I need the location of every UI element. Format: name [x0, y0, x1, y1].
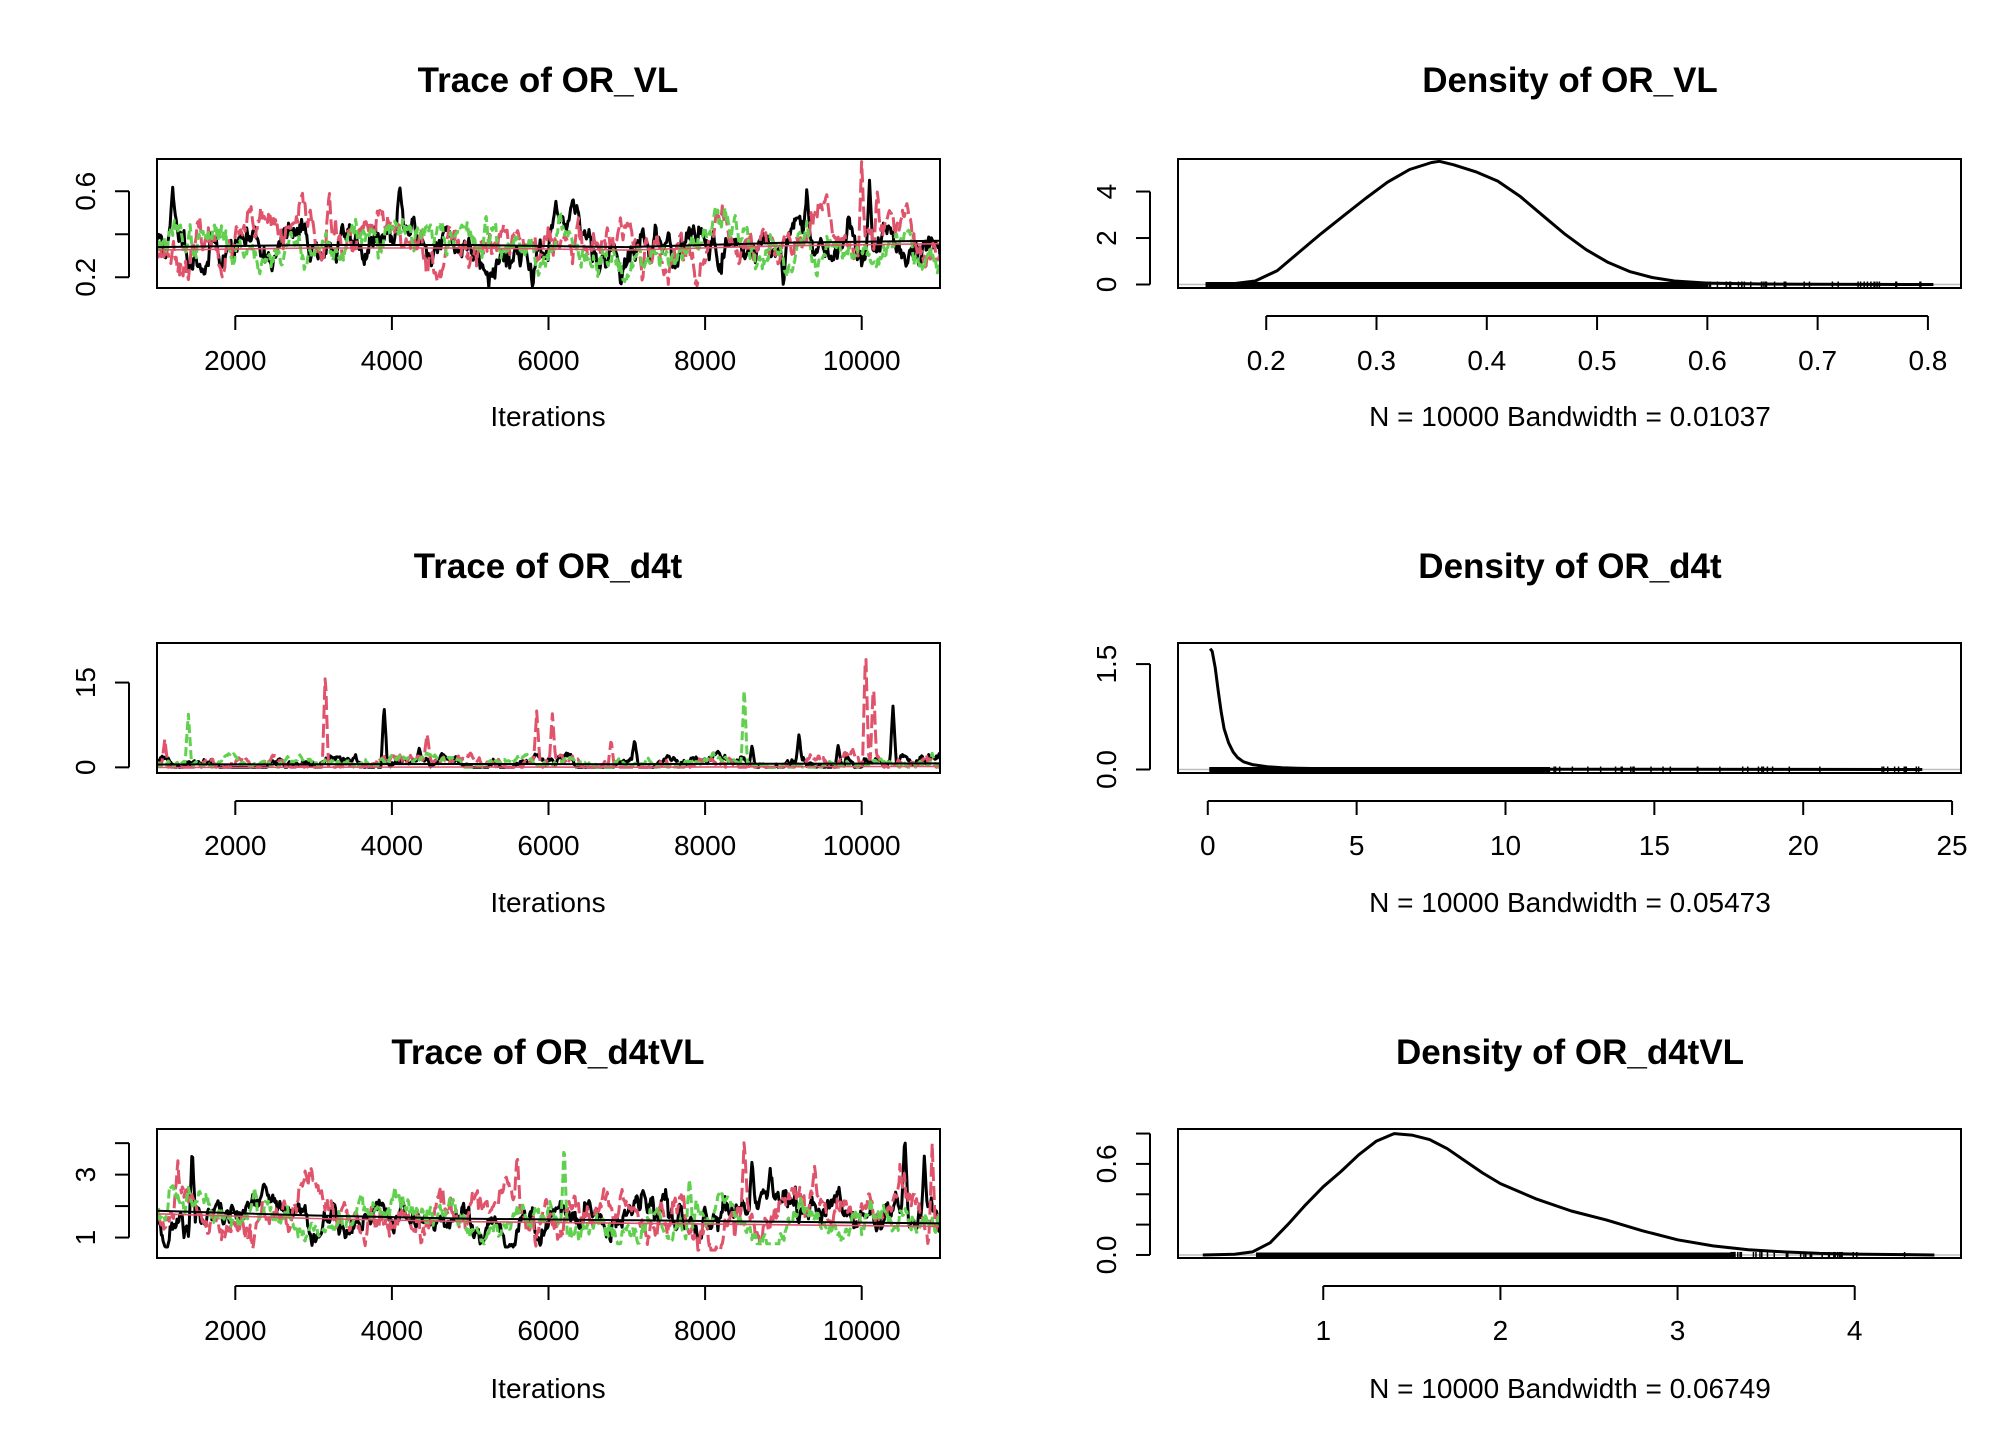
panel-trace-OR_d4tVL: 2000 4000 6000 8000 10000 1 3 Trace of OR_d4tVL… [70, 1033, 941, 1404]
x-axis-label: N = 10000 Bandwidth = 0.01037 [1369, 401, 1771, 432]
x-tick-label: 0.5 [1578, 345, 1617, 376]
plot-area [157, 658, 940, 769]
x-tick-label: 0.6 [1688, 345, 1727, 376]
plot-area [157, 1141, 940, 1252]
density-curve [1205, 159, 1934, 286]
x-tick-label: 0.4 [1467, 345, 1506, 376]
smooth-line [157, 239, 940, 249]
x-axis-label: Iterations [490, 887, 605, 918]
panel-title: Density of OR_d4t [1418, 547, 1722, 586]
x-tick-label: 6000 [517, 1315, 579, 1346]
y-tick-label: 15 [70, 667, 101, 698]
trace-line-chain-3 [157, 206, 940, 284]
x-tick-label: 6000 [517, 345, 579, 376]
x-tick-label: 2000 [204, 830, 266, 861]
x-tick-label: 2000 [204, 345, 266, 376]
x-tick-label: 3 [1670, 1315, 1686, 1346]
x-axis-label: Iterations [490, 1373, 605, 1404]
x-tick-label: 6000 [517, 830, 579, 861]
panel-trace-OR_VL: 2000 4000 6000 8000 10000 0.2 0.6 Trace of OR_V… [70, 61, 941, 432]
trace-line-chain-2 [157, 160, 940, 288]
plot-frame [156, 158, 941, 289]
x-tick-label: 8000 [674, 345, 736, 376]
y-tick-label: 0.2 [70, 258, 101, 297]
y-tick-label: 0.0 [1091, 750, 1122, 789]
x-tick-label: 0.2 [1247, 345, 1286, 376]
density-curve [1208, 647, 1923, 771]
y-tick-label: 0.6 [1091, 1144, 1122, 1183]
x-tick-label: 0 [1200, 830, 1216, 861]
plot-frame [1177, 642, 1962, 774]
panel-trace-OR_d4t: 2000 4000 6000 8000 10000 0 15 Trace of OR_d4t I… [70, 547, 941, 918]
panel-title: Trace of OR_d4tVL [391, 1033, 704, 1072]
x-tick-label: 0.8 [1908, 345, 1947, 376]
trace-line-chain-1 [157, 1141, 940, 1249]
y-tick-label: 0 [1091, 277, 1122, 293]
density-curve [1202, 1132, 1935, 1257]
x-tick-label: 5 [1349, 830, 1365, 861]
x-tick-label: 25 [1936, 830, 1967, 861]
plot-area [1178, 159, 1961, 288]
y-tick-label: 0.0 [1091, 1235, 1122, 1274]
y-tick-label: 2 [1091, 230, 1122, 246]
plot-frame [1177, 158, 1962, 289]
x-tick-label: 8000 [674, 830, 736, 861]
panel-title: Trace of OR_VL [418, 61, 679, 100]
smooth-line [157, 762, 940, 766]
y-tick-label: 3 [70, 1167, 101, 1183]
trace-line-chain-3 [157, 1150, 940, 1246]
x-tick-label: 10000 [823, 1315, 901, 1346]
smooth-line [157, 1209, 940, 1225]
x-tick-label: 2 [1493, 1315, 1509, 1346]
x-tick-label: 1 [1315, 1315, 1331, 1346]
y-tick-label: 1.5 [1091, 645, 1122, 684]
panel-density-OR_d4t: 0 5 10 15 20 25 0.0 1.5 Density of OR_d4t N = 100… [1091, 547, 1968, 918]
y-tick-label: 4 [1091, 184, 1122, 200]
trace-line-chain-2 [157, 658, 940, 769]
x-axis-label: N = 10000 Bandwidth = 0.05473 [1369, 887, 1771, 918]
x-tick-label: 0.7 [1798, 345, 1837, 376]
x-tick-label: 10000 [823, 830, 901, 861]
smooth-line-chain-2 [157, 765, 940, 769]
x-tick-label: 15 [1639, 830, 1670, 861]
panel-title: Density of OR_d4tVL [1396, 1033, 1744, 1072]
x-tick-label: 8000 [674, 1315, 736, 1346]
x-tick-label: 4000 [361, 345, 423, 376]
plot-area [157, 160, 940, 288]
plot-area [1178, 647, 1961, 773]
panel-density-OR_d4tVL: 1 2 3 4 0.0 0.6 Density of OR_d4tVL N = 10000 B… [1091, 1033, 1962, 1404]
plot-frame [156, 642, 941, 774]
x-axis-label: N = 10000 Bandwidth = 0.06749 [1369, 1373, 1771, 1404]
smooth-line-chain-2 [157, 242, 940, 251]
x-tick-label: 4000 [361, 1315, 423, 1346]
x-tick-label: 4 [1847, 1315, 1863, 1346]
x-tick-label: 20 [1788, 830, 1819, 861]
x-tick-label: 10 [1490, 830, 1521, 861]
x-tick-label: 4000 [361, 830, 423, 861]
plot-frame [156, 1128, 941, 1259]
y-tick-label: 1 [70, 1230, 101, 1246]
x-axis-label: Iterations [490, 401, 605, 432]
plot-frame [1177, 1128, 1962, 1259]
x-tick-label: 2000 [204, 1315, 266, 1346]
x-tick-label: 10000 [823, 345, 901, 376]
panel-title: Density of OR_VL [1422, 61, 1718, 100]
panel-density-OR_VL: 0.2 0.3 0.4 0.5 0.6 0.7 0.8 0 2 4 Density of OR_VL… [1091, 61, 1962, 432]
plot-area [1178, 1132, 1961, 1258]
y-tick-label: 0.6 [70, 172, 101, 211]
trace-line-chain-2 [157, 1141, 940, 1252]
smooth-line-chain-2 [157, 1213, 940, 1228]
x-tick-label: 0.3 [1357, 345, 1396, 376]
panel-title: Trace of OR_d4t [414, 547, 683, 586]
y-tick-label: 0 [70, 760, 101, 776]
